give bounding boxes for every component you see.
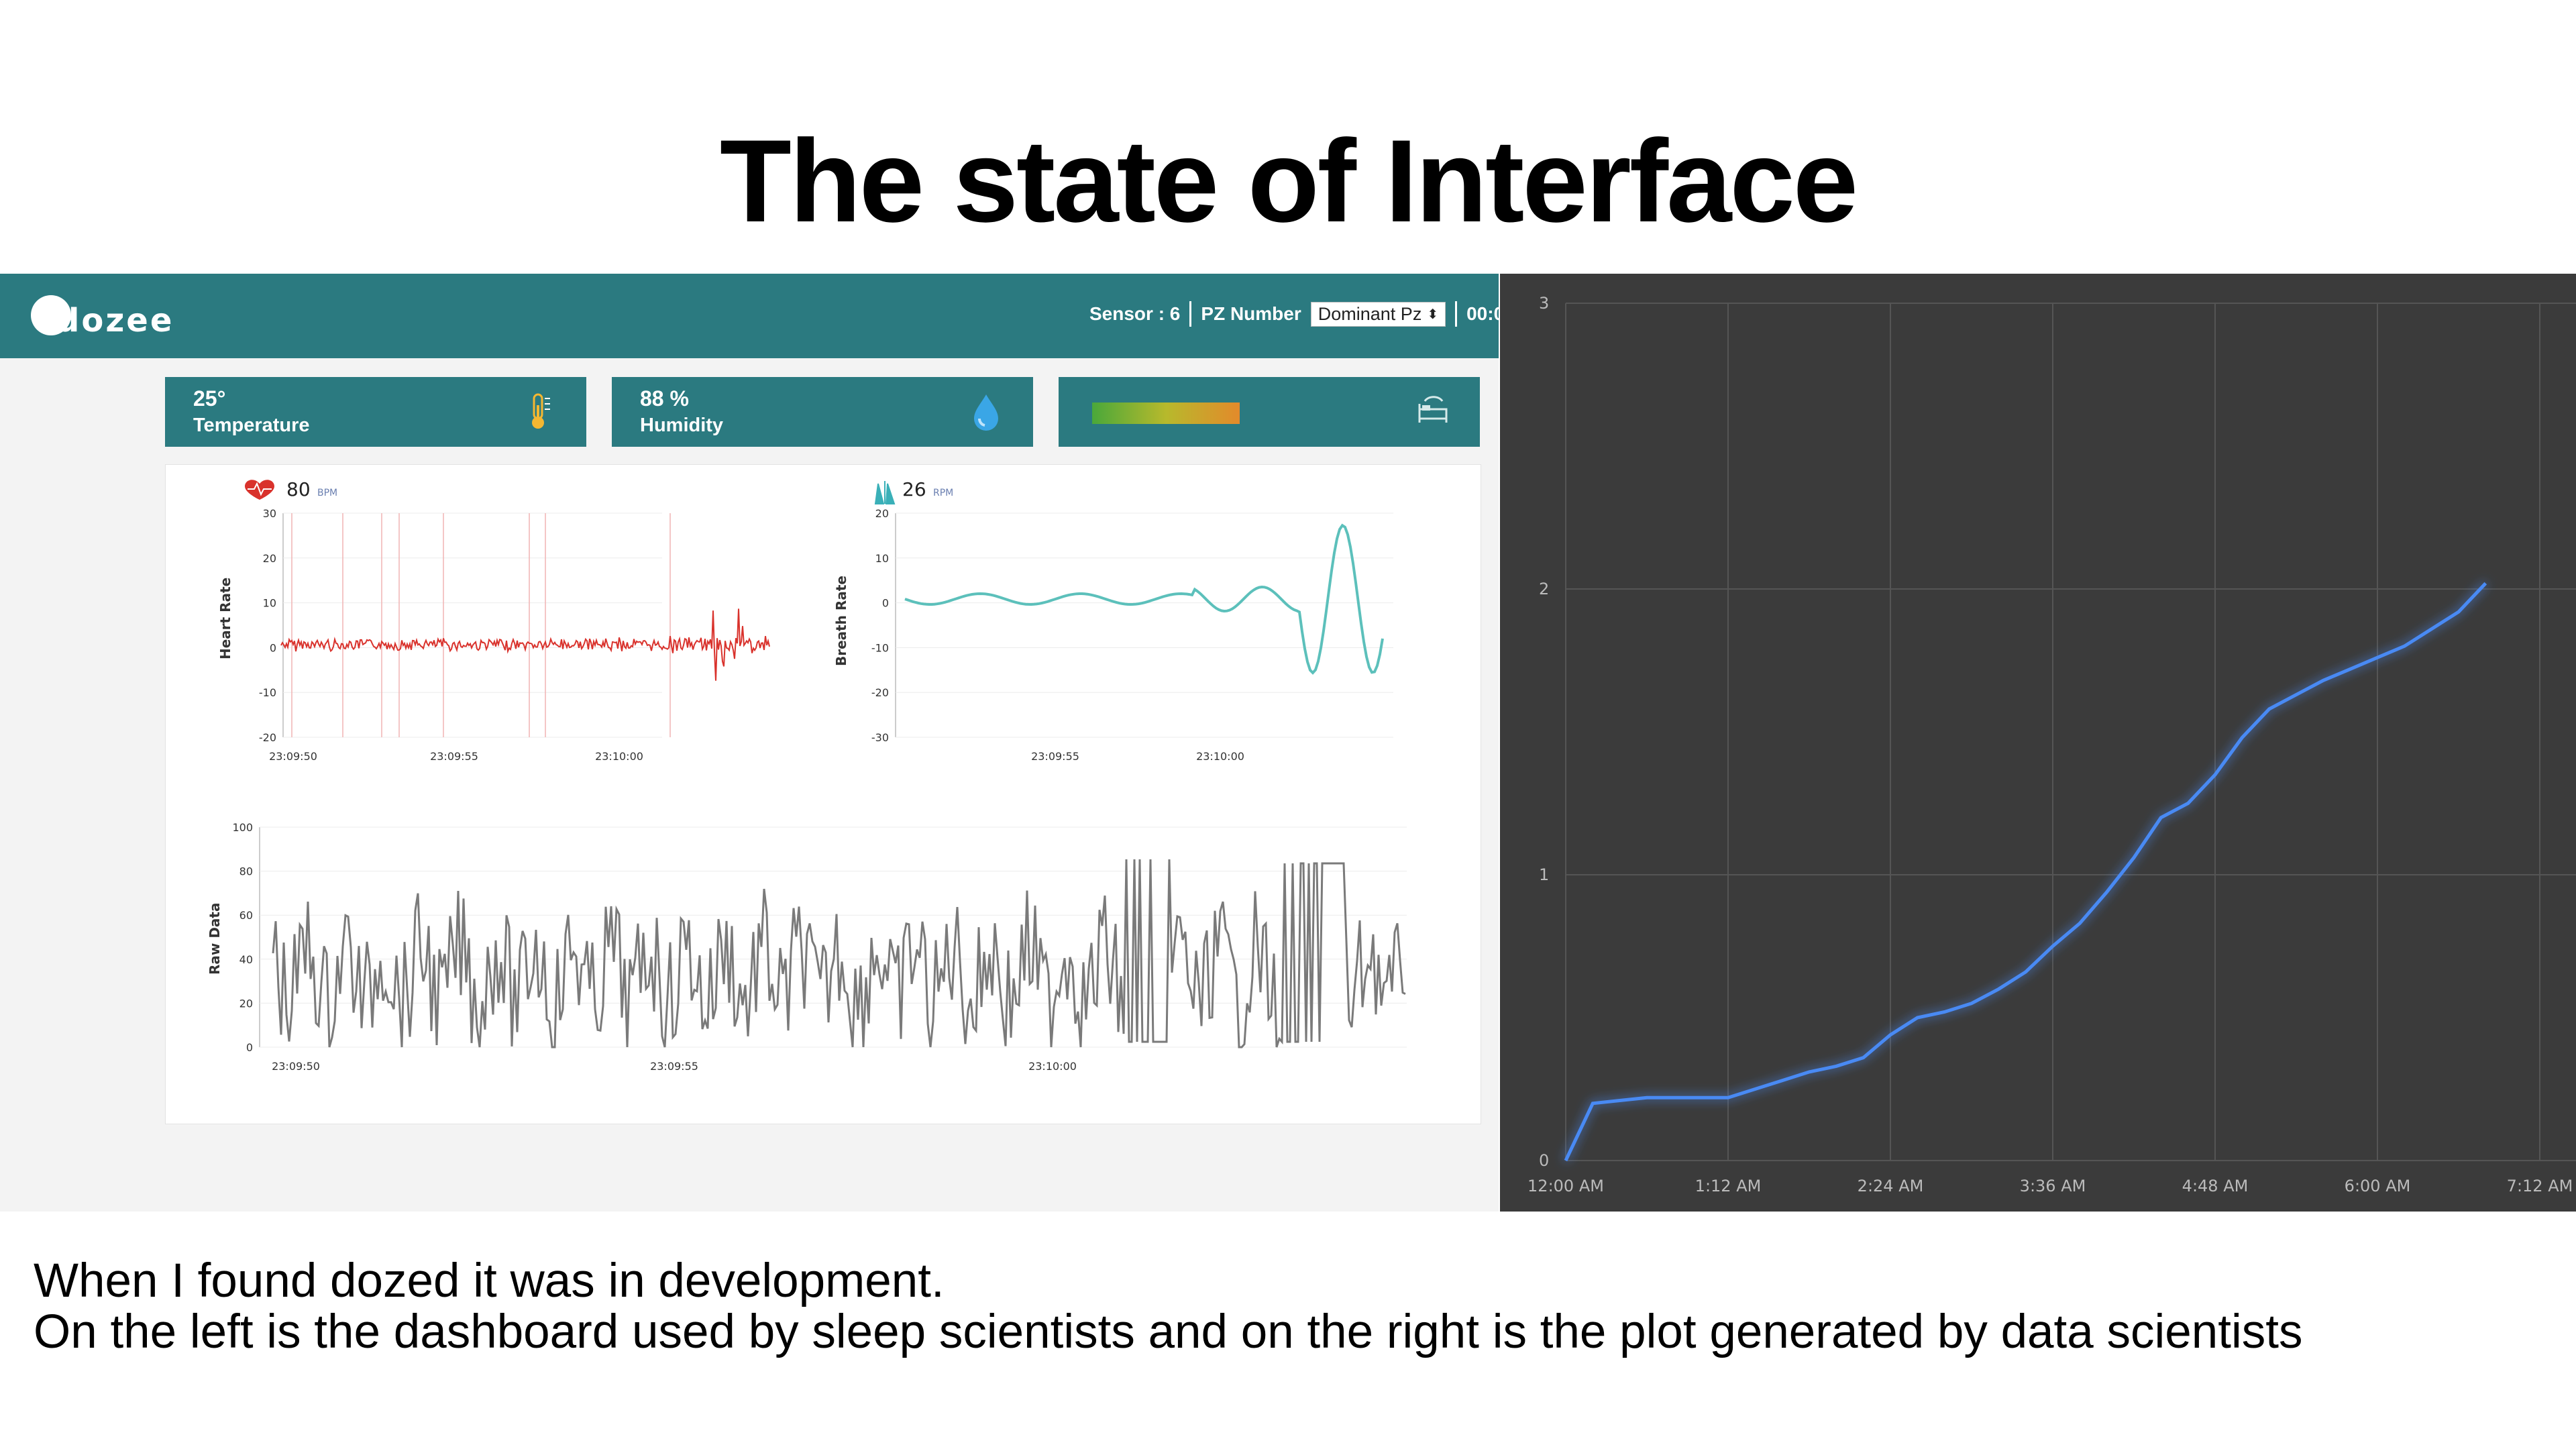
temperature-value: 25° <box>193 386 226 411</box>
thermometer-icon <box>532 393 550 429</box>
humidity-value: 88 % <box>640 386 689 411</box>
slide-caption: When I found dozed it was in development… <box>34 1256 2302 1358</box>
heart-rate-x-tick-label: 23:09:50 <box>269 750 317 763</box>
x-tick-label: 2:24 AM <box>1858 1177 1924 1195</box>
pz-select-value: Dominant Pz <box>1318 303 1422 324</box>
raw-data-y-tick-label: 60 <box>239 909 253 922</box>
time-fragment: 00:0 <box>1466 303 1499 324</box>
y-tick-label: 3 <box>1539 294 1549 313</box>
x-tick-label: 12:00 AM <box>1527 1177 1604 1195</box>
caption-line-1: When I found dozed it was in development… <box>34 1254 945 1307</box>
heart-rate-unit: BPM <box>317 488 337 498</box>
series-line <box>1564 582 2487 1162</box>
separator <box>1189 301 1192 327</box>
breath-rate-unit: RPM <box>933 488 953 498</box>
gradient-bar <box>1092 402 1240 424</box>
breath-rate-ylabel: Breath Rate <box>833 576 849 666</box>
heart-rate-x-tick-label: 23:10:00 <box>595 750 643 763</box>
heart-rate-y-tick-label: 20 <box>263 552 276 565</box>
raw-data-y-tick-label: 100 <box>232 821 253 834</box>
breath-rate-x-tick-label: 23:10:00 <box>1196 750 1244 763</box>
charts-panel: 80 BPM Heart Rate 30 20 10 0 -10 -20 23:09:50 2… <box>165 464 1481 1124</box>
breath-rate-y-tick-label: 10 <box>875 552 889 565</box>
raw-data-x-tick-label: 23:10:00 <box>1028 1060 1077 1073</box>
caption-line-2: On the left is the dashboard used by sle… <box>34 1305 2303 1358</box>
y-tick-label: 1 <box>1539 865 1549 884</box>
breath-rate-y-tick-label: 20 <box>875 507 889 520</box>
heart-rate-y-tick-label: 10 <box>263 597 276 610</box>
heart-rate-y-tick-label: 30 <box>263 507 276 520</box>
select-arrows-icon: ⬍ <box>1427 307 1439 322</box>
bed-icon <box>1418 396 1448 423</box>
pz-label: PZ Number <box>1201 303 1301 324</box>
dashboard-screenshot: dozee Sensor : 6 PZ Number Dominant Pz ⬍… <box>0 274 1499 1212</box>
raw-data-y-tick-label: 40 <box>239 953 253 966</box>
heart-rate-line <box>280 608 770 681</box>
logo-text: dozee <box>56 302 174 339</box>
raw-data-y-tick-label: 0 <box>246 1041 253 1054</box>
raw-data-line <box>272 859 1406 1049</box>
breath-rate-y-tick-label: -20 <box>871 686 889 699</box>
data-science-plot: 0 1 2 3 12:00 AM 1:12 AM 2:24 AM 3:36 AM 4:48 AM… <box>1500 274 2576 1212</box>
raw-data-y-tick-label: 20 <box>239 997 253 1010</box>
heart-rate-y-tick-label: -10 <box>259 686 276 699</box>
sensor-info: Sensor : 6 PZ Number Dominant Pz ⬍ 00:0 <box>1089 294 1499 334</box>
logo-circle <box>31 295 71 335</box>
humidity-label: Humidity <box>640 415 724 436</box>
y-tick-label: 2 <box>1539 580 1549 598</box>
y-tick-label: 0 <box>1539 1151 1549 1170</box>
breath-rate-value: 26 <box>902 478 926 500</box>
breath-rate-x-tick-label: 23:09:55 <box>1031 750 1079 763</box>
breath-rate-line <box>904 523 1384 675</box>
pz-number-select[interactable]: Dominant Pz ⬍ <box>1310 301 1446 327</box>
raw-data-x-tick-label: 23:09:55 <box>650 1060 698 1073</box>
heart-rate-y-tick-label: 0 <box>270 641 276 654</box>
water-drop-icon <box>974 394 998 431</box>
heart-rate-value: 80 <box>286 478 311 500</box>
slide-title: The state of Interface <box>719 116 1858 247</box>
x-tick-label: 3:36 AM <box>2020 1177 2086 1195</box>
separator <box>1455 301 1458 327</box>
humidity-card: 88 % Humidity <box>612 377 1033 447</box>
heart-rate-ylabel: Heart Rate <box>217 578 233 659</box>
plot-tick-labels: 0 1 2 3 12:00 AM 1:12 AM 2:24 AM 3:36 AM 4:48 AM… <box>1527 294 2573 1195</box>
heart-rate-x-tick-label: 23:09:55 <box>430 750 478 763</box>
temperature-card: 25° Temperature <box>165 377 586 447</box>
heart-rate-axes: 30 20 10 0 -10 -20 23:09:50 23:09:55 23:10:00 <box>259 507 671 763</box>
cumulative-line-chart: 0 1 2 3 12:00 AM 1:12 AM 2:24 AM 3:36 AM 4:48 AM… <box>1527 294 2576 1195</box>
lungs-icon <box>874 481 896 504</box>
status-card <box>1059 377 1480 447</box>
x-tick-label: 4:48 AM <box>2182 1177 2249 1195</box>
x-tick-label: 1:12 AM <box>1695 1177 1762 1195</box>
temperature-label: Temperature <box>193 415 310 436</box>
breath-rate-y-tick-label: -10 <box>871 641 889 654</box>
breath-rate-axes: 20 10 0 -10 -20 -30 23:09:55 23:10:00 <box>871 507 1393 763</box>
x-tick-label: 7:12 AM <box>2507 1177 2573 1195</box>
breath-rate-y-tick-label: 0 <box>882 597 889 610</box>
raw-data-x-tick-label: 23:09:50 <box>272 1060 320 1073</box>
heart-rate-y-tick-label: -20 <box>259 731 276 744</box>
raw-data-ylabel: Raw Data <box>207 903 223 975</box>
dashboard-header: dozee Sensor : 6 PZ Number Dominant Pz ⬍… <box>0 274 1499 358</box>
heart-pulse-icon <box>248 482 272 496</box>
sensor-label: Sensor : 6 <box>1089 303 1181 324</box>
breath-rate-y-tick-label: -30 <box>871 731 889 744</box>
plot-grid <box>1565 303 2576 1161</box>
x-tick-label: 6:00 AM <box>2345 1177 2411 1195</box>
raw-data-y-tick-label: 80 <box>239 865 253 878</box>
